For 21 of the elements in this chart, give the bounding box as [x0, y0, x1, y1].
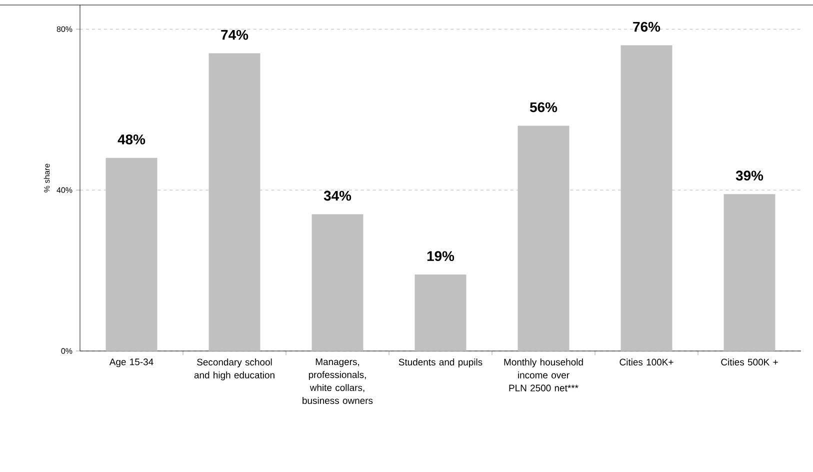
bar	[620, 45, 672, 351]
bar	[518, 126, 570, 351]
bar	[312, 214, 364, 351]
data-label: 74%	[221, 30, 248, 40]
bar	[208, 53, 260, 351]
x-tick-label: Secondary school and high education	[194, 358, 274, 380]
x-tick-label: Managers, professionals, white collars, business owners	[302, 358, 373, 404]
data-label: 19%	[427, 251, 454, 262]
data-label: 76%	[633, 22, 660, 32]
data-label: 48%	[118, 134, 146, 144]
data-label: 34%	[324, 190, 352, 201]
x-tick-label: Cities 100K+	[620, 358, 674, 366]
bar	[724, 194, 776, 351]
data-label: 39%	[736, 170, 764, 181]
x-tick-label: Age 15-34	[109, 358, 154, 368]
data-label: 56%	[530, 102, 558, 112]
bar	[106, 158, 158, 351]
x-tick-label: Cities 500K +	[721, 358, 778, 366]
bar	[414, 274, 466, 351]
x-tick-label: Students and pupils	[398, 358, 482, 368]
x-tick-label: Monthly household income over PLN 2500 net***	[504, 358, 583, 392]
